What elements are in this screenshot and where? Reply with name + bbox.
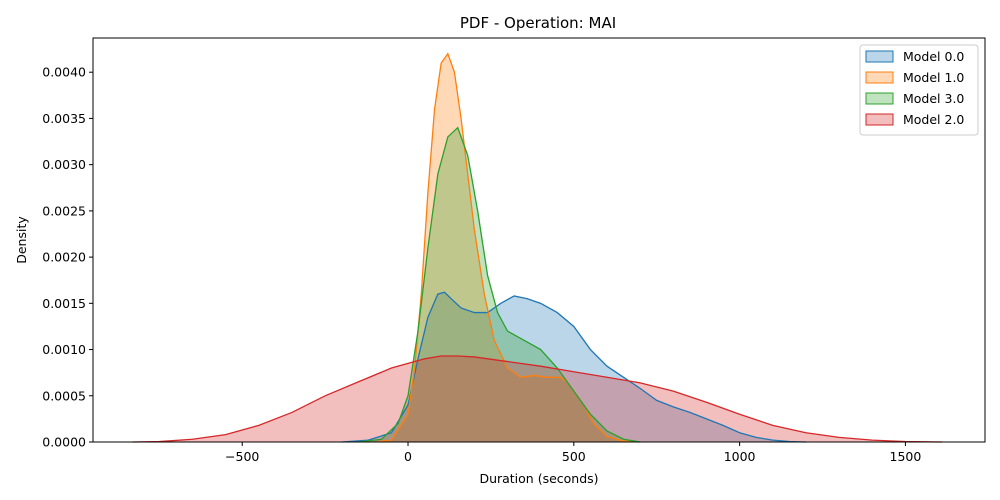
x-tick-label: 0 [404, 449, 412, 464]
x-axis-ticks: −500 0 500 1000 1500 [225, 442, 921, 464]
series-line-3 [132, 355, 942, 443]
legend: Model 0.0 Model 1.0 Model 3.0 Model 2.0 [859, 44, 979, 136]
legend-swatch-0 [865, 50, 894, 63]
series-area-0 [341, 292, 806, 442]
legend-label-3: Model 2.0 [903, 112, 964, 127]
legend-swatch-1 [865, 71, 894, 84]
legend-swatch-2 [865, 92, 894, 105]
legend-label-1: Model 1.0 [903, 70, 964, 85]
y-tick-label: 0.0010 [42, 342, 86, 357]
density-areas [132, 53, 942, 443]
y-tick-label: 0.0030 [42, 157, 86, 172]
series-line-2 [358, 126, 641, 443]
plot-frame [92, 37, 986, 443]
legend-swatch-3 [865, 113, 894, 126]
y-tick-label: 0.0040 [42, 65, 86, 80]
series-area-1 [374, 53, 641, 442]
y-tick-label: 0.0015 [42, 296, 86, 311]
x-tick-label: 500 [562, 449, 586, 464]
y-tick-label: 0.0035 [42, 111, 86, 126]
y-tick-label: 0.0000 [42, 435, 86, 450]
legend-frame [859, 44, 979, 136]
series-area-2 [358, 127, 641, 443]
y-tick-label: 0.0005 [42, 388, 86, 403]
x-tick-label: 1500 [890, 449, 922, 464]
x-tick-label: 1000 [724, 449, 756, 464]
legend-label-0: Model 0.0 [903, 49, 964, 64]
legend-label-2: Model 3.0 [903, 91, 964, 106]
x-tick-label: −500 [225, 449, 259, 464]
density-lines [132, 52, 942, 443]
chart-title: PDF - Operation: MAI [460, 14, 616, 32]
series-area-3 [132, 356, 942, 442]
y-axis-label: Density [14, 216, 29, 264]
y-axis-ticks: 0.0000 0.0005 0.0010 0.0015 0.0020 0.0025 0.00… [42, 65, 93, 450]
y-tick-label: 0.0020 [42, 250, 86, 265]
y-tick-label: 0.0025 [42, 203, 86, 218]
series-line-0 [341, 291, 806, 443]
x-axis-label: Duration (seconds) [479, 471, 598, 486]
